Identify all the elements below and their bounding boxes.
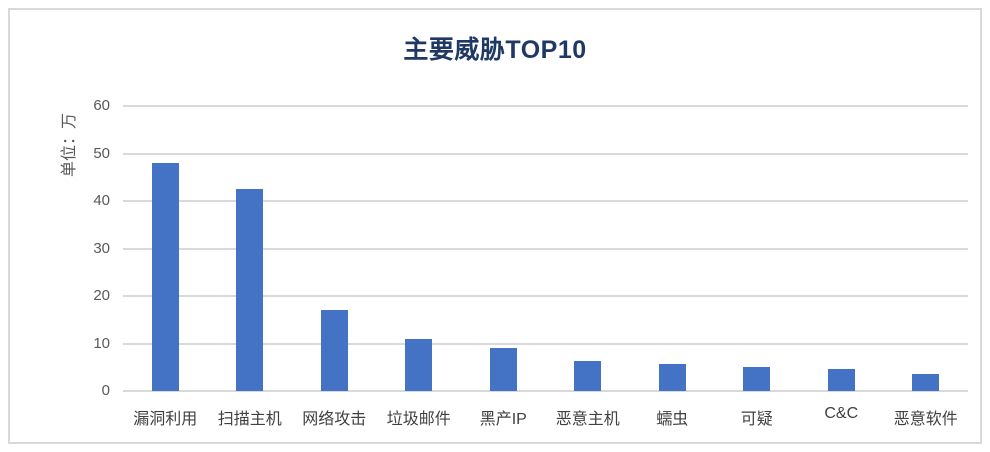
y-tick-label-30: 30: [93, 239, 110, 257]
bar-2: [236, 189, 264, 391]
bar-9: [827, 368, 855, 391]
bar-6: [574, 361, 602, 391]
gridline-y-30: [123, 247, 968, 250]
bar-7: [658, 363, 686, 391]
x-category-label-9: C&C: [824, 405, 859, 422]
x-category-label-5: 黑产IP: [479, 411, 527, 428]
chart-title: 主要威胁TOP10: [403, 36, 587, 64]
x-category-label-10: 恶意软件: [893, 411, 958, 428]
bar-10: [912, 374, 940, 391]
gridline-y-10: [123, 342, 968, 345]
x-category-label-3: 网络攻击: [302, 411, 367, 428]
bar-3: [320, 310, 348, 391]
gridline-y-50: [123, 152, 968, 155]
x-category-label-6: 恶意主机: [555, 411, 620, 428]
gridline-y-40: [123, 200, 968, 202]
y-tick-label-0: 0: [101, 382, 110, 399]
y-tick-label-40: 40: [93, 192, 110, 209]
y-tick-label-10: 10: [93, 334, 110, 352]
gridline-y-0: [123, 390, 968, 392]
gridline-y-60: [123, 105, 968, 107]
bar-1: [151, 163, 179, 391]
bar-4: [405, 338, 433, 391]
x-category-label-4: 垃圾邮件: [386, 411, 451, 428]
chart-frame: 主要威胁TOP10 单位：万 0 10 20 30 40 50 60 漏洞利用 扫描主机 网络攻…: [8, 8, 982, 444]
bar-8: [743, 366, 771, 391]
x-category-label-8: 可疑: [740, 411, 773, 428]
y-tick-label-50: 50: [93, 144, 110, 162]
y-tick-label-60: 60: [93, 97, 110, 114]
plot-area: [123, 105, 968, 392]
x-category-label-2: 扫描主机: [217, 411, 282, 428]
y-tick-label-20: 20: [93, 287, 110, 304]
x-category-label-7: 蠕虫: [656, 411, 689, 428]
x-category-label-1: 漏洞利用: [133, 411, 198, 428]
bar-5: [489, 348, 517, 391]
gridline-y-20: [123, 295, 968, 297]
